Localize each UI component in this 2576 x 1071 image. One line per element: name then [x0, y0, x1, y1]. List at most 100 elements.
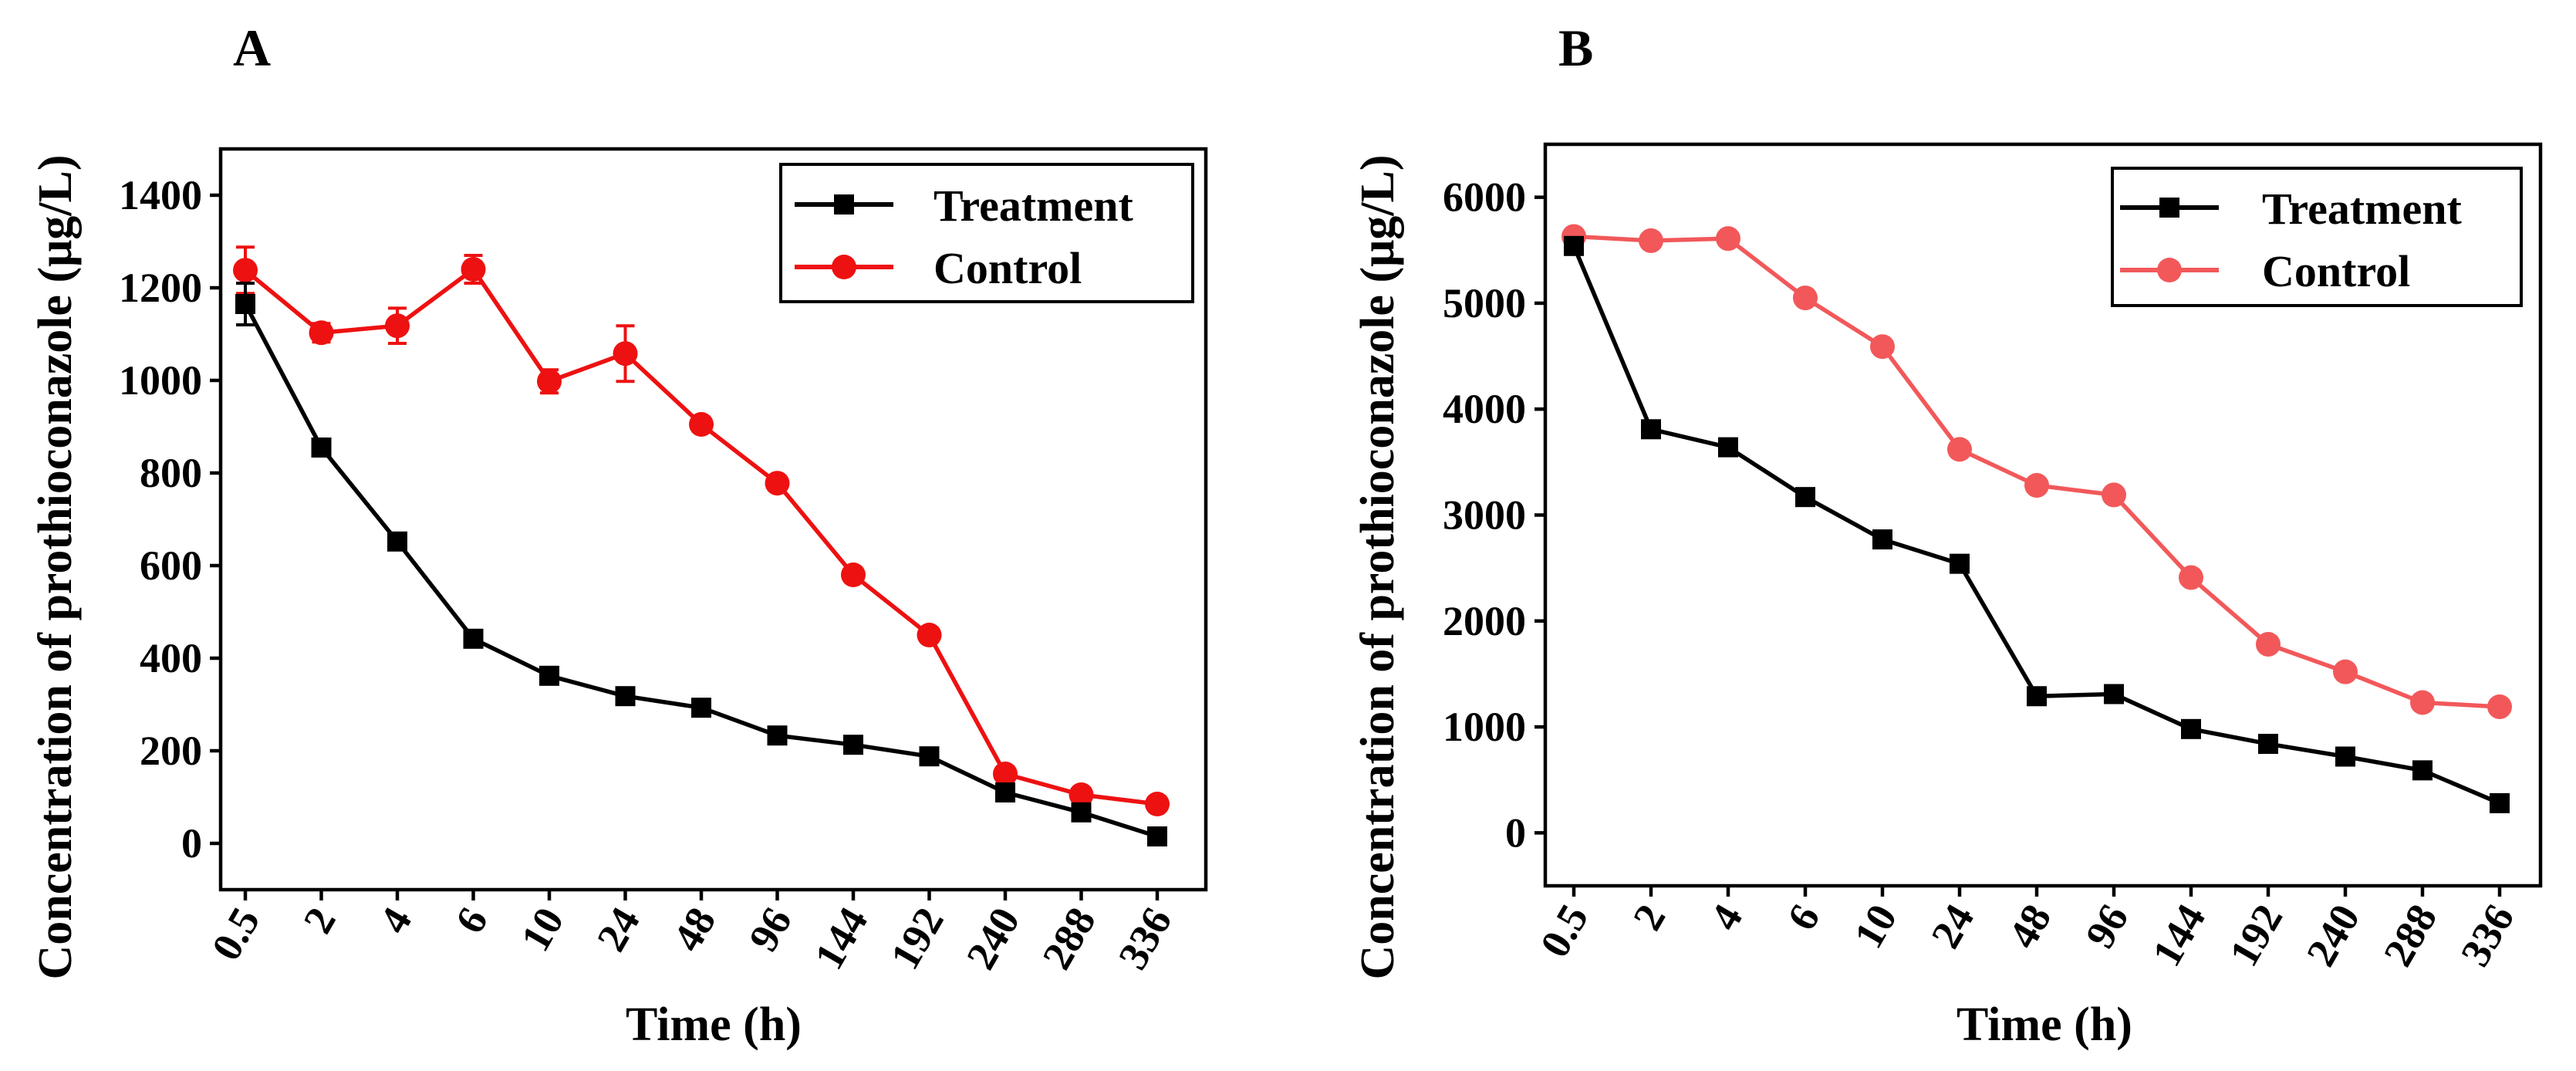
panel-b-x-tick-labels: 0.5 2 4 6 10 24 48 96 144 192 240 288 336: [1531, 897, 2524, 974]
panel-a-y-tick-label: 600: [140, 542, 202, 589]
panel-b-y-tick-label: 4000: [1443, 386, 1526, 432]
panel-a-y-tick-label: 800: [140, 450, 202, 496]
panel-b-treatment-point: [2181, 718, 2201, 739]
panel-b-y-tick-labels: 0 1000 2000 3000 4000 5000 6000: [1443, 174, 1526, 856]
panel-a-x-tick-label: 192: [881, 900, 952, 977]
panel-b-control-point: [2410, 690, 2435, 715]
panel-b-x-tick-label: 336: [2452, 897, 2523, 974]
panel-b-treatment-point: [1718, 437, 1738, 458]
panel-a-treatment-point: [995, 782, 1015, 802]
panel-b-control-point: [2333, 659, 2358, 684]
panel-b-y-tick-label: 1000: [1443, 704, 1526, 750]
panel-b-control-point: [1716, 226, 1740, 252]
panel-b-treatment-point: [1950, 553, 1970, 574]
panel-a-y-tick-label: 400: [140, 635, 202, 681]
panel-a-control-point: [1069, 782, 1094, 807]
panel-b-x-tick-label: 96: [2076, 897, 2137, 956]
panel-a-x-tick-label: 144: [805, 900, 876, 977]
panel-a-x-tick-label: 24: [588, 900, 649, 959]
panel-b-x-tick-label: 192: [2220, 897, 2291, 974]
panel-b-treatment-point: [1641, 419, 1661, 440]
panel-b-x-tick-label: 10: [1845, 897, 1906, 956]
panel-b-x-axis-title: Time (h): [1956, 998, 2132, 1051]
panel-a-label: A: [233, 19, 271, 77]
panel-a-legend: Treatment Control: [779, 163, 1194, 303]
panel-b-control-point: [2024, 473, 2049, 498]
panel-a-treatment-point: [919, 746, 940, 767]
panel-a-control-point: [1145, 792, 1170, 816]
panel-a-treatment-point: [1071, 802, 1092, 823]
panel-a-treatment-line: [243, 302, 1158, 839]
panel-a-treatment-point: [539, 665, 559, 686]
panel-b-x-tick-label: 240: [2297, 897, 2368, 974]
panel-b-control-point: [1639, 228, 1663, 253]
panel-b-x-tick-label: 144: [2143, 897, 2214, 974]
panel-a-legend-label-control: Control: [934, 243, 1082, 293]
panel-b-x-tick-label: 4: [1701, 897, 1751, 938]
panel-a-control-point: [993, 762, 1018, 786]
panel-a-control-point: [917, 623, 942, 647]
panel-a-x-tick-label: 96: [740, 900, 801, 959]
panel-a-x-tick-label: 48: [663, 900, 724, 959]
panel-b-treatment-point: [1795, 487, 1815, 508]
panel-b-label: B: [1558, 19, 1593, 77]
panel-a-control-point: [385, 313, 410, 339]
panel-b-y-tick-label: 3000: [1443, 492, 1526, 539]
panel-b-legend-label-treatment: Treatment: [2262, 184, 2462, 234]
panel-a-control-point: [233, 258, 258, 283]
panel-b-ticks: [1534, 195, 2502, 897]
panel-a-legend-box: [779, 163, 1194, 303]
panel-b-treatment-point: [1872, 529, 1892, 550]
panel-a-y-tick-label: 0: [181, 820, 202, 867]
panel-a-x-tick-labels: 0.5 2 4 6 10 24 48 96 144 192 240 288 336: [203, 900, 1181, 977]
panel-a-x-tick-label: 2: [294, 900, 344, 941]
panel-a-treatment-point: [311, 438, 332, 458]
panel-a-axes-frame: [218, 147, 1208, 892]
panel-a-x-axis-title: Time (h): [626, 998, 802, 1051]
panel-a-treatment-point: [843, 735, 863, 755]
panel-a-x-tick-label: 6: [446, 900, 496, 941]
panel-a-treatment-point: [691, 698, 711, 718]
panel-b-legend: Treatment Control: [2111, 167, 2523, 307]
panel-b-control-point: [2487, 694, 2512, 719]
panel-a-legend-marker-treatment: [834, 194, 854, 215]
panel-b-control-point: [1947, 437, 1972, 462]
panel-a-treatment-point: [767, 725, 788, 746]
panel-b-x-tick-label: 6: [1778, 897, 1828, 938]
panel-a-treatment-point: [463, 628, 484, 649]
panel-a: A Concentration of prothioconazole (μg/L…: [29, 19, 1208, 1051]
panel-b-x-tick-label: 288: [2375, 897, 2446, 974]
panel-a-treatment-point: [1147, 826, 1167, 846]
panel-b-y-tick-label: 6000: [1443, 174, 1526, 221]
panel-a-control-point: [461, 257, 486, 282]
panel-b-x-tick-label: 0.5: [1531, 897, 1598, 965]
panel-b-legend-box: [2111, 167, 2523, 307]
panel-a-control-line: [244, 267, 1158, 806]
panel-b-y-tick-label: 2000: [1443, 598, 1526, 644]
panel-b-x-tick-label: 2: [1624, 897, 1674, 938]
panel-b-treatment-point: [2104, 684, 2124, 704]
panel-a-treatment-point: [387, 531, 407, 552]
panel-b-treatment-point: [2412, 760, 2433, 781]
panel-b-treatment-point: [1564, 235, 1584, 256]
panel-a-control-point: [765, 471, 790, 496]
panel-b-treatment-point: [2335, 746, 2355, 767]
panel-a-control-point: [537, 369, 562, 394]
panel-b-legend-label-control: Control: [2262, 246, 2410, 296]
panel-b-legend-marker-control: [2157, 258, 2182, 282]
panel-b-control-point: [1793, 285, 1818, 311]
panel-a-x-tick-label: 10: [511, 900, 572, 959]
panel-a-x-tick-label: 4: [370, 900, 420, 941]
panel-b-treatment-line: [1572, 245, 2501, 806]
panel-a-x-tick-label: 288: [1033, 900, 1104, 977]
panel-a-ticks: [210, 193, 1160, 900]
panel-b-control-point: [2102, 482, 2126, 508]
panel-b-y-tick-label: 5000: [1443, 280, 1526, 326]
panel-a-legend-label-treatment: Treatment: [934, 181, 1133, 231]
panel-b-treatment-point: [2027, 686, 2047, 707]
panel-a-x-tick-label: 240: [957, 900, 1028, 977]
panel-a-x-tick-label: 0.5: [203, 900, 269, 968]
panel-b-axes-frame: [1543, 142, 2543, 888]
panel-b-control-point: [1870, 334, 1895, 360]
panel-b-x-tick-label: 48: [1999, 897, 2060, 956]
